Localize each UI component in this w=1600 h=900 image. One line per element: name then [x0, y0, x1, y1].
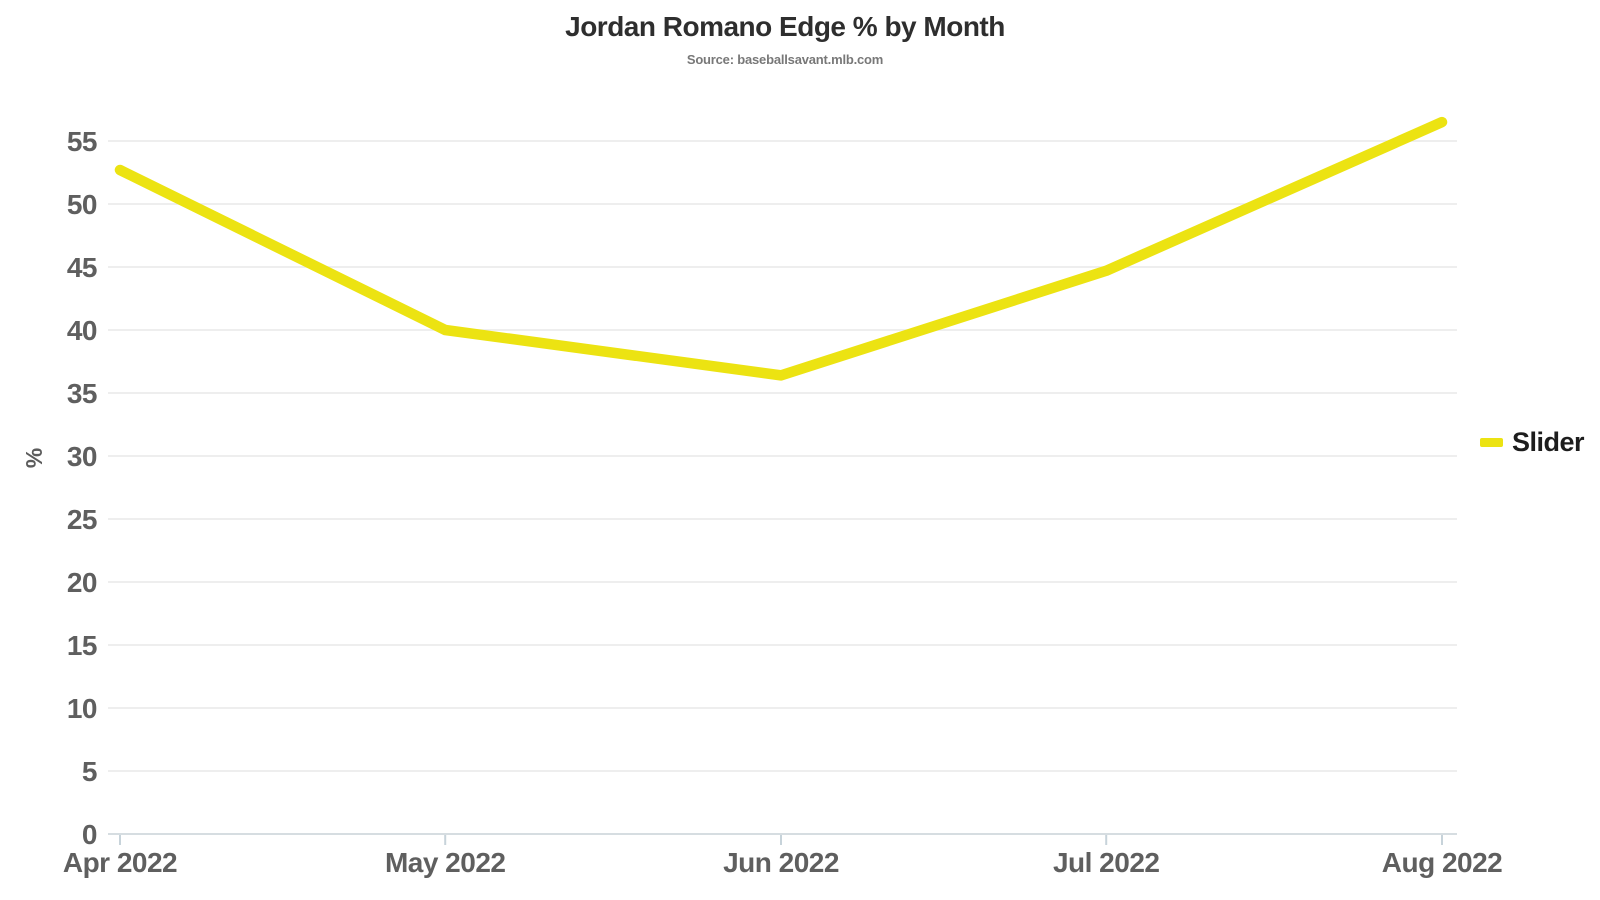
legend-label-slider: Slider: [1512, 427, 1585, 457]
series-line-slider: [114, 116, 1448, 381]
y-tick-label: 35: [67, 378, 97, 409]
y-tick-label: 55: [67, 126, 97, 157]
y-tick-label: 5: [82, 756, 97, 787]
x-tick-label: May 2022: [385, 847, 506, 878]
y-tick-label: 25: [67, 504, 97, 535]
y-tick-label: 45: [67, 252, 97, 283]
legend: Slider: [1480, 427, 1585, 457]
legend-swatch-slider: [1480, 438, 1503, 447]
y-tick-label: 50: [67, 189, 97, 220]
y-tick-label: 15: [67, 630, 97, 661]
x-tick-label: Jun 2022: [723, 847, 839, 878]
y-tick-label: 10: [67, 693, 97, 724]
x-tick-label: Jul 2022: [1053, 847, 1160, 878]
y-axis-title: %: [20, 447, 47, 469]
x-tick-label: Apr 2022: [63, 847, 177, 878]
chart-source-subtitle: Source: baseballsavant.mlb.com: [686, 52, 884, 67]
chart-title: Jordan Romano Edge % by Month: [565, 11, 1005, 42]
y-tick-label: 40: [67, 315, 97, 346]
y-tick-label: 20: [67, 567, 97, 598]
y-tick-label: 0: [82, 819, 97, 850]
y-tick-label: 30: [67, 441, 97, 472]
x-tick-label: Aug 2022: [1382, 847, 1503, 878]
